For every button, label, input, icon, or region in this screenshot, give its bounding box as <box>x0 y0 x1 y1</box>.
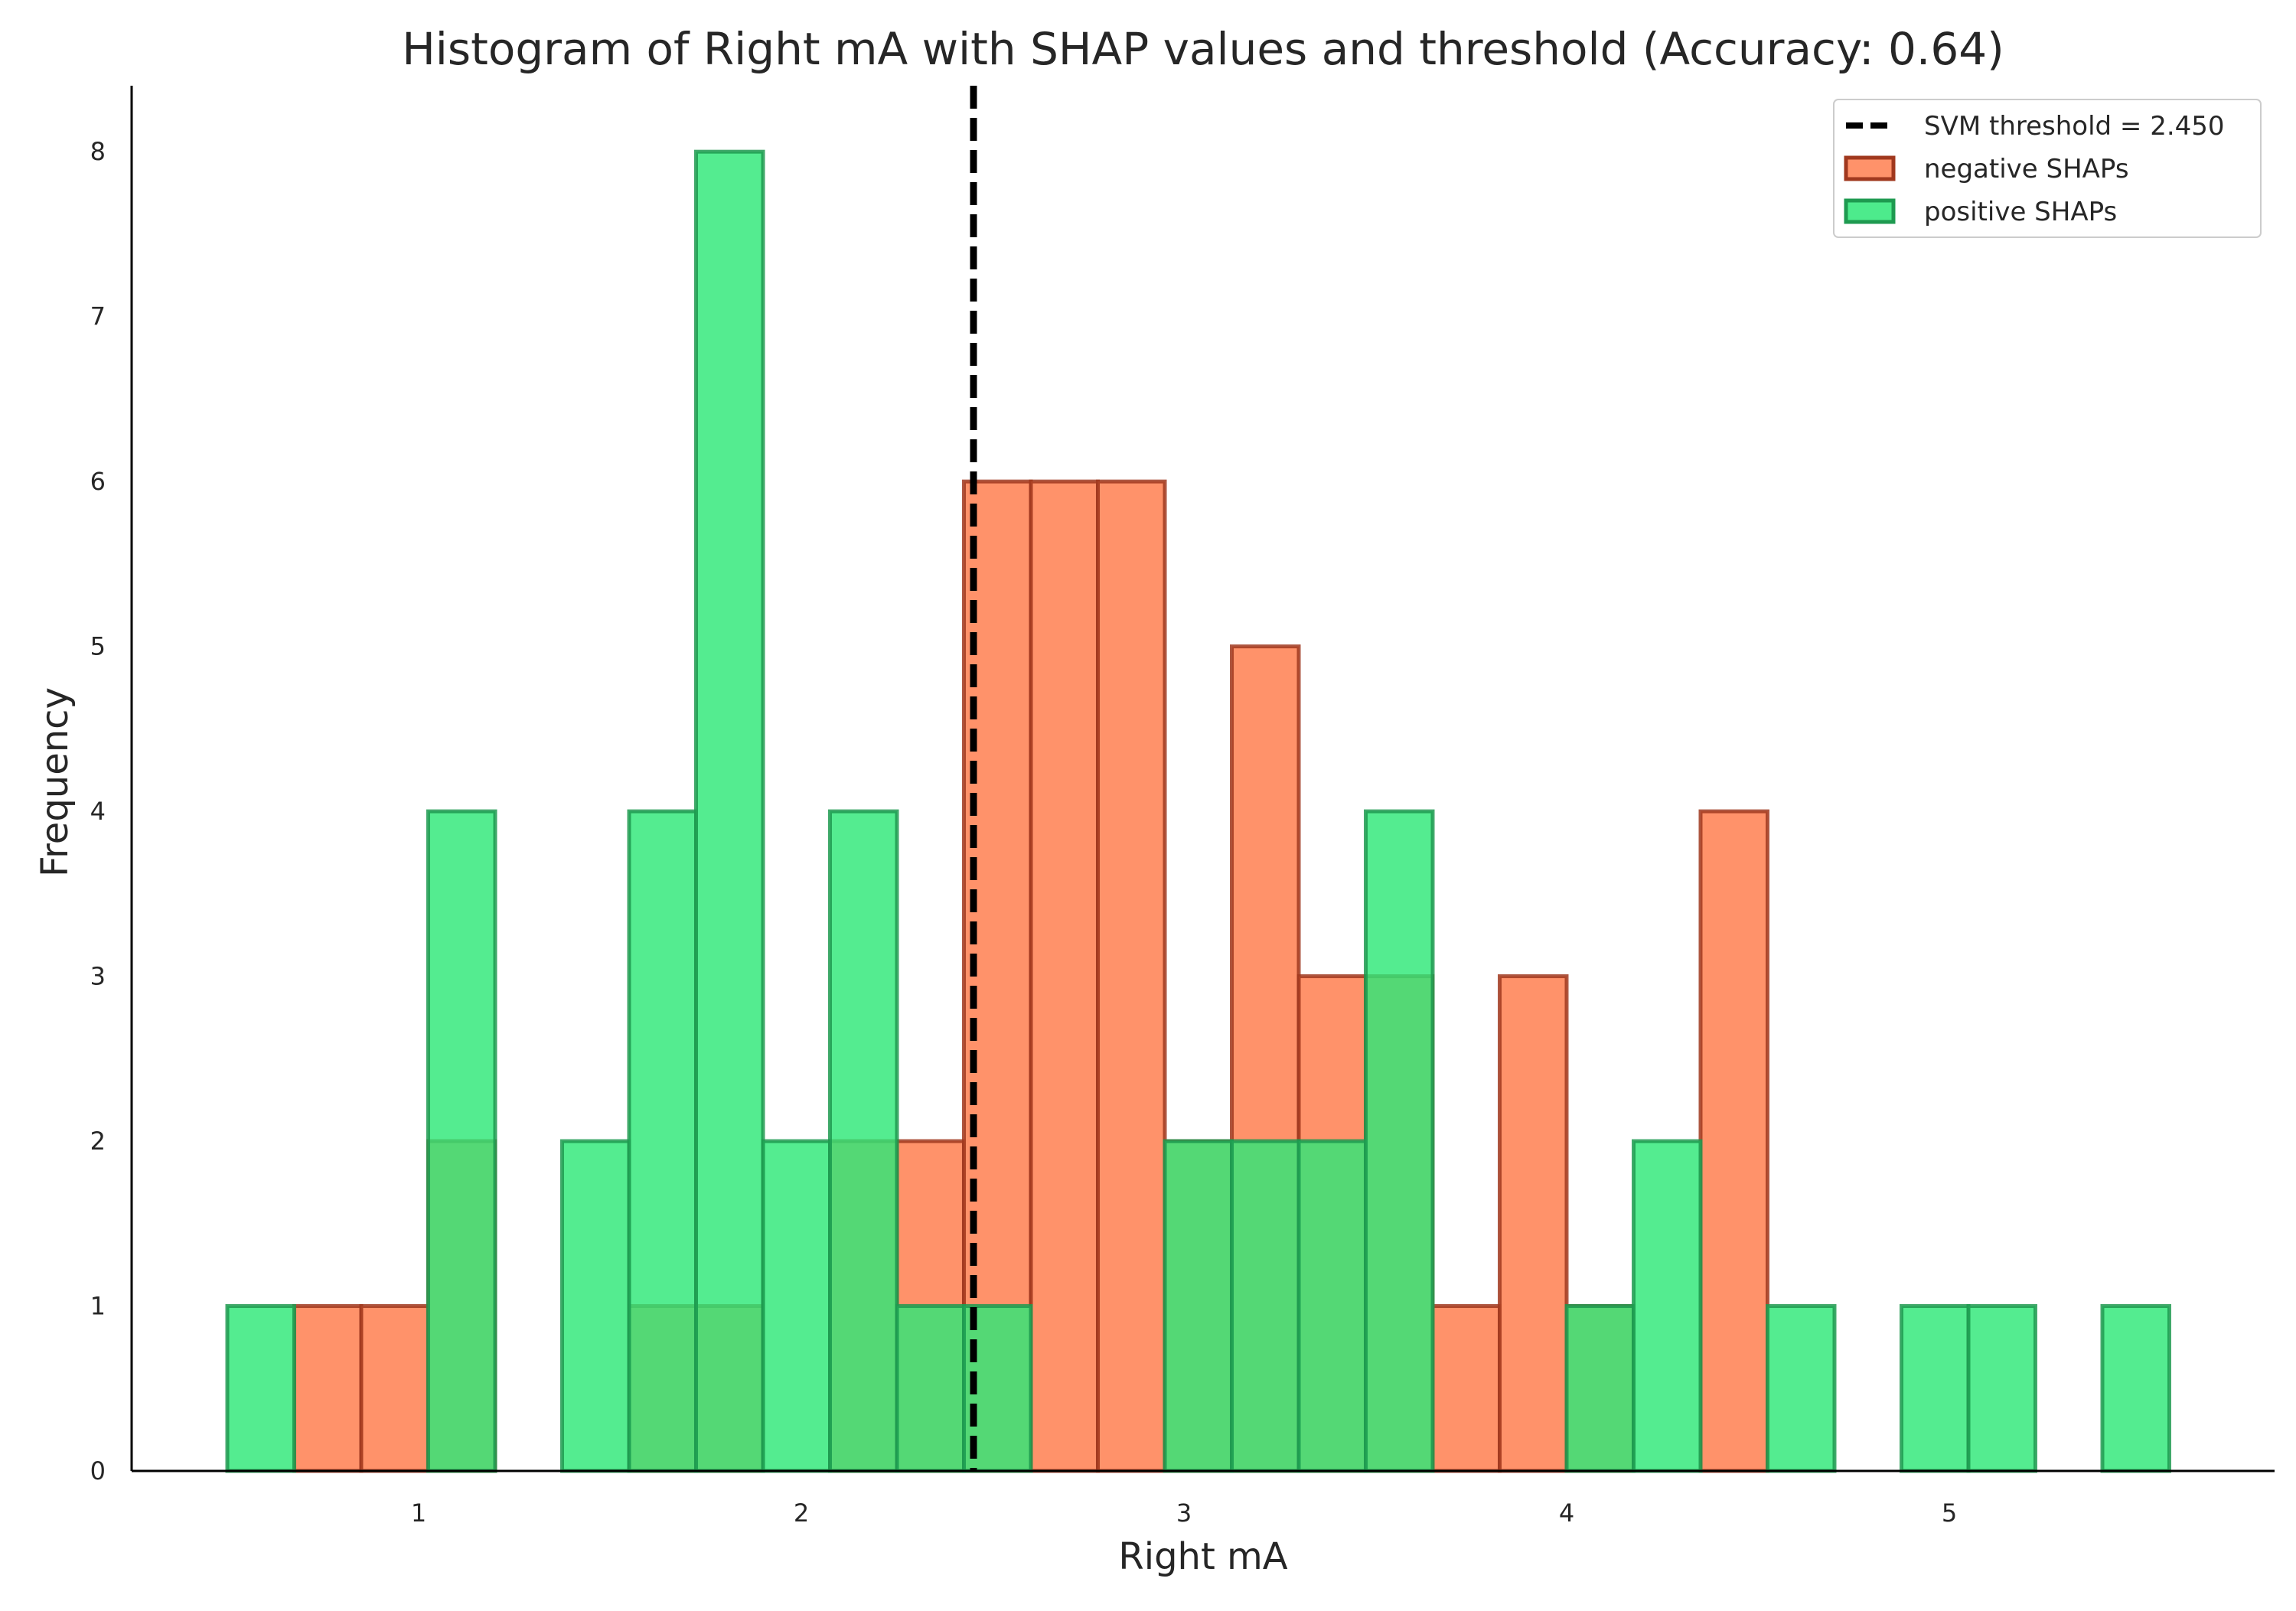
axes-layer: 1 2 3 4 5 0 1 2 3 4 5 6 7 8 <box>90 86 2275 1528</box>
bar-positive-shaps-9 <box>828 809 899 1473</box>
y-tick-label-2: 2 <box>90 1127 106 1156</box>
bar-negative-shaps-1 <box>292 1304 364 1473</box>
legend-label-negative-shaps: negative SHAPs <box>1924 154 2129 184</box>
bar-positive-shaps-14 <box>1163 1139 1234 1473</box>
bar-positive-shaps-23 <box>1766 1304 1837 1473</box>
bar-positive-shaps-15 <box>1230 1139 1301 1473</box>
legend-swatch-positive-shaps <box>1844 198 1896 224</box>
bar-positive-shaps-21 <box>1632 1139 1703 1473</box>
x-tick-label-5: 5 <box>1942 1498 1957 1528</box>
bar-positive-shaps-0 <box>225 1304 296 1473</box>
bar-negative-shaps-19 <box>1498 974 1569 1473</box>
bar-negative-shaps-13 <box>1096 479 1167 1473</box>
bar-positive-shaps-8 <box>761 1139 832 1473</box>
bar-negative-shaps-18 <box>1430 1304 1502 1473</box>
bars-layer <box>225 149 2171 1473</box>
bar-negative-shaps-22 <box>1698 809 1769 1473</box>
bar-positive-shaps-28 <box>2100 1304 2171 1473</box>
x-tick-label-3: 3 <box>1176 1498 1192 1528</box>
y-tick-label-3: 3 <box>90 962 106 991</box>
legend: SVM threshold = 2.450 negative SHAPs posit… <box>1833 99 2262 238</box>
bar-negative-shaps-2 <box>359 1304 430 1473</box>
x-tick-label-1: 1 <box>411 1498 426 1528</box>
bar-positive-shaps-20 <box>1564 1304 1636 1473</box>
bar-positive-shaps-3 <box>426 809 497 1473</box>
bar-positive-shaps-7 <box>694 149 765 1473</box>
legend-threshold-label: SVM threshold = 2.450 <box>1924 111 2225 142</box>
x-tick-label-4: 4 <box>1559 1498 1574 1528</box>
legend-label-positive-shaps: positive SHAPs <box>1924 197 2117 227</box>
bar-positive-shaps-16 <box>1296 1139 1368 1473</box>
y-tick-label-1: 1 <box>90 1292 106 1321</box>
y-axis-label: Frequency <box>34 687 77 877</box>
x-tick-label-2: 2 <box>794 1498 809 1528</box>
x-axis-label: Right mA <box>1118 1535 1287 1578</box>
chart-title: Histogram of Right mA with SHAP values a… <box>402 23 2004 75</box>
bar-positive-shaps-5 <box>560 1139 631 1473</box>
y-tick-label-7: 7 <box>90 302 106 331</box>
y-tick-label-6: 6 <box>90 467 106 496</box>
bar-positive-shaps-10 <box>895 1304 966 1473</box>
bar-positive-shaps-25 <box>1900 1304 1971 1473</box>
legend-box <box>1833 99 2262 238</box>
legend-swatch-negative-shaps <box>1844 155 1896 181</box>
y-tick-label-4: 4 <box>90 797 106 826</box>
y-tick-label-8: 8 <box>90 137 106 166</box>
bar-positive-shaps-17 <box>1364 809 1435 1473</box>
y-tick-label-0: 0 <box>90 1456 106 1485</box>
y-tick-label-5: 5 <box>90 632 106 661</box>
bar-positive-shaps-26 <box>1966 1304 2037 1473</box>
bar-positive-shaps-6 <box>627 809 698 1473</box>
bar-negative-shaps-12 <box>1029 479 1100 1473</box>
